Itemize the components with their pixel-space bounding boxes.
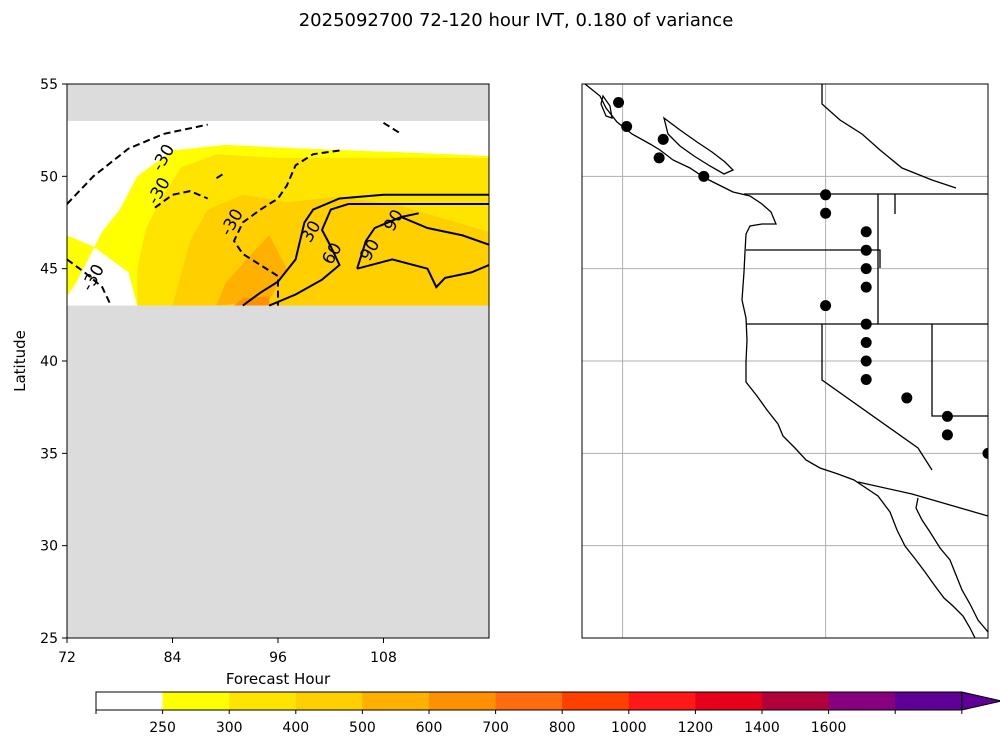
baja-gulf-coast bbox=[915, 497, 988, 633]
california-nevada-diagonal bbox=[821, 324, 933, 471]
colorbar-label: 600 bbox=[416, 720, 443, 736]
y-tick-label: 35 bbox=[40, 446, 58, 462]
colorbar: 250 300 400 500 600 700 800 1000 1200 1400 1600 bbox=[95, 691, 1000, 736]
colorbar-cell bbox=[695, 692, 763, 710]
station-marker bbox=[941, 429, 953, 441]
haida-gwaii bbox=[600, 94, 613, 119]
colorbar-label: 800 bbox=[549, 720, 576, 736]
colorbar-outline bbox=[95, 691, 963, 711]
colorbar-label: 1400 bbox=[744, 720, 780, 736]
x-tick-label: 96 bbox=[269, 650, 287, 666]
colorbar-cell bbox=[229, 692, 297, 710]
figure-title: 2025092700 72-120 hour IVT, 0.180 of var… bbox=[299, 10, 734, 31]
contour-line-90 bbox=[400, 212, 419, 218]
station-marker bbox=[653, 152, 665, 164]
station-marker bbox=[860, 226, 872, 238]
y-ticks: 25 30 35 40 45 50 55 bbox=[40, 77, 67, 647]
colorbar-label: 1000 bbox=[611, 720, 647, 736]
y-tick-label: 45 bbox=[40, 262, 58, 278]
colorbar-labels: 250 300 400 500 600 700 800 1000 1200 1400 1600 bbox=[95, 710, 963, 736]
station-marker bbox=[860, 281, 872, 293]
contour-line--30 bbox=[67, 123, 208, 205]
colorbar-label: 700 bbox=[482, 720, 509, 736]
y-tick-label: 55 bbox=[40, 77, 58, 93]
vancouver-island bbox=[662, 116, 735, 175]
colorbar-cell bbox=[162, 692, 230, 710]
contour-line--30 bbox=[67, 258, 112, 307]
station-marker bbox=[820, 300, 832, 312]
colorbar-cell bbox=[429, 692, 497, 710]
missing-data-mask bbox=[67, 84, 489, 121]
colorbar-cell bbox=[495, 692, 563, 710]
map-content bbox=[582, 84, 988, 638]
colorbar-cell bbox=[96, 692, 164, 710]
contour-line-60 bbox=[268, 203, 489, 307]
map-gridlines bbox=[582, 84, 988, 638]
y-tick-label: 40 bbox=[40, 354, 58, 370]
x-axis-label: Forecast Hour bbox=[226, 670, 331, 688]
x-tick-label: 72 bbox=[58, 650, 76, 666]
map-frame bbox=[581, 83, 989, 639]
y-tick-label: 30 bbox=[40, 539, 58, 555]
station-marker bbox=[860, 373, 872, 385]
colorbar-label: 1600 bbox=[811, 720, 847, 736]
idaho-border bbox=[877, 194, 896, 324]
station-marker bbox=[860, 337, 872, 349]
mexico-border bbox=[857, 481, 988, 517]
colorbar-cell bbox=[362, 692, 430, 710]
station-marker bbox=[820, 189, 832, 201]
y-axis-label: Latitude bbox=[11, 330, 29, 392]
contour-line-90 bbox=[356, 258, 489, 289]
station-markers bbox=[613, 96, 988, 459]
colorbar-label: 400 bbox=[282, 720, 309, 736]
y-tick-label: 50 bbox=[40, 169, 58, 185]
colorbar-label: 1200 bbox=[678, 720, 714, 736]
station-marker bbox=[613, 96, 625, 108]
station-marker bbox=[860, 263, 872, 275]
station-marker bbox=[941, 410, 953, 422]
station-marker bbox=[657, 133, 669, 145]
ivt-fill-600-700 bbox=[234, 296, 270, 306]
contour-line-30 bbox=[232, 149, 340, 306]
utah-arizona-border bbox=[931, 324, 988, 417]
colorbar-label: 300 bbox=[216, 720, 243, 736]
missing-data-mask bbox=[67, 305, 489, 638]
colorbar-cell bbox=[628, 692, 696, 710]
colorbar-cell bbox=[762, 692, 830, 710]
colorbar-label: 500 bbox=[349, 720, 376, 736]
colorbar-cells bbox=[95, 691, 1000, 711]
coastline-and-borders bbox=[584, 84, 988, 638]
x-tick-label: 108 bbox=[370, 650, 397, 666]
station-marker bbox=[860, 244, 872, 256]
colorbar-cell bbox=[295, 692, 363, 710]
station-marker bbox=[698, 170, 710, 182]
colorbar-extend-arrow bbox=[961, 691, 1000, 711]
map-panel bbox=[581, 83, 989, 639]
contour-line-30 bbox=[242, 193, 489, 307]
y-tick-label: 25 bbox=[40, 631, 58, 647]
station-marker bbox=[860, 355, 872, 367]
station-marker bbox=[982, 447, 988, 459]
station-marker bbox=[621, 120, 633, 132]
station-marker bbox=[901, 392, 913, 404]
colorbar-cell bbox=[828, 692, 896, 710]
station-marker bbox=[820, 207, 832, 219]
contour-line--30 bbox=[215, 171, 226, 180]
x-tick-label: 84 bbox=[164, 650, 182, 666]
station-marker bbox=[860, 318, 872, 330]
british-columbia-interior-line bbox=[821, 84, 957, 189]
colorbar-cell bbox=[562, 692, 630, 710]
x-ticks: 72 84 96 108 bbox=[58, 638, 397, 666]
colorbar-cell bbox=[895, 692, 963, 710]
contour-line--30 bbox=[154, 190, 209, 209]
colorbar-label: 250 bbox=[149, 720, 176, 736]
ivt-fill-layer bbox=[67, 84, 489, 638]
west-coast-coastline bbox=[584, 84, 976, 638]
contour-layer bbox=[67, 121, 489, 307]
contour-line-30 bbox=[382, 121, 402, 135]
washington-oregon-border bbox=[746, 249, 881, 268]
